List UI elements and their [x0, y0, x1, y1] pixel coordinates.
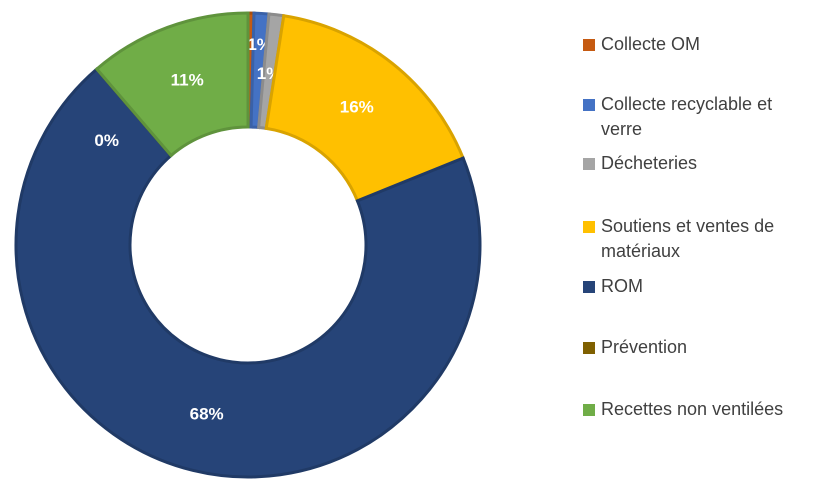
legend-swatch — [583, 342, 595, 354]
legend-swatch — [583, 99, 595, 111]
data-label: 0% — [94, 131, 119, 150]
legend-swatch — [583, 221, 595, 233]
legend-entry: Recettes non ventilées — [583, 397, 818, 422]
legend-label: Décheteries — [601, 153, 698, 173]
data-label: 16% — [340, 97, 374, 116]
legend-swatch — [583, 39, 595, 51]
legend-entry: Prévention — [583, 335, 818, 360]
legend-entry: ROM — [583, 274, 818, 299]
legend-entry: Collecte OM — [583, 32, 818, 57]
legend-label: Prévention — [601, 337, 688, 357]
legend-swatch — [583, 404, 595, 416]
legend-swatch — [583, 158, 595, 170]
legend-label: Recettes non ventilées — [601, 399, 784, 419]
slice — [14, 66, 482, 479]
legend-swatch — [583, 281, 595, 293]
data-label: 68% — [190, 405, 224, 424]
data-label: 11% — [171, 70, 204, 89]
legend-entry: Soutiens et ventes de matériaux — [583, 214, 818, 264]
legend-label: Soutiens et ventes de matériaux — [601, 216, 775, 261]
legend-entry: Décheteries — [583, 151, 818, 176]
legend-label: Collecte OM — [601, 34, 701, 54]
legend-entry: Collecte recyclable et verre — [583, 92, 818, 142]
slice — [94, 11, 250, 158]
legend-label: Collecte recyclable et verre — [601, 94, 773, 139]
legend-label: ROM — [601, 276, 643, 296]
slice — [264, 14, 466, 203]
